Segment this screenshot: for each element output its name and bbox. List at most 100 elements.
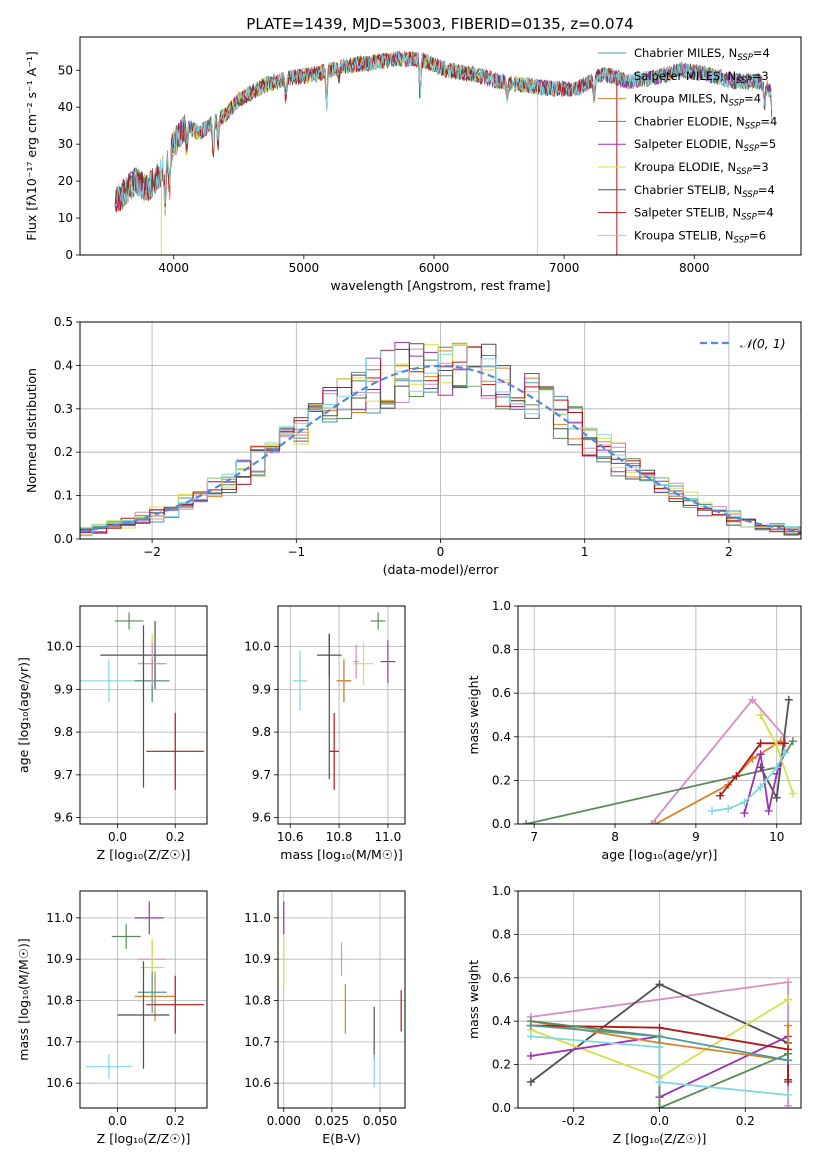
weight-marker xyxy=(772,793,781,802)
y-tick-label: 10.0 xyxy=(244,640,271,654)
x-tick-label: 10.8 xyxy=(326,830,353,844)
axes-frame xyxy=(277,890,406,1109)
errorbar-point xyxy=(146,712,205,790)
panel-age_vs_mass: 10.6 10.8 11.0 9.6 9.7 9.8 9.9 10.0 mass [log₁₀(… xyxy=(244,605,406,862)
y-tick-label: 10.6 xyxy=(46,1076,73,1090)
panel-mass_vs_ebv: 0.000 0.025 0.050 10.6 10.7 10.8 10.9 11.0 E(B-V… xyxy=(244,890,406,1146)
y-tick-label: 1.0 xyxy=(492,884,511,898)
panel-age_vs_Z: 0.0 0.2 9.6 9.7 9.8 9.9 10.0 Z [log₁₀(Z/Z☉)] age… xyxy=(16,605,208,862)
spectrum-line-kroupa-stelib xyxy=(114,52,773,209)
x-axis-label: Z [log₁₀(Z/Z☉)] xyxy=(97,847,191,862)
errorbar-point xyxy=(292,650,308,711)
y-tick-label: 10.8 xyxy=(46,994,73,1008)
weight-marker xyxy=(724,804,733,813)
weight-line-salpeter-stelib xyxy=(530,1024,789,1080)
y-axis-label: Flux [fλ10⁻¹⁷ erg cm⁻² s⁻¹ A⁻¹] xyxy=(24,51,39,240)
weight-line-kroupa-miles xyxy=(530,1020,789,1062)
x-tick-label: 9 xyxy=(692,830,700,844)
weight-marker xyxy=(756,739,765,748)
weight-marker xyxy=(647,820,656,824)
weight-marker xyxy=(784,695,793,704)
weight-marker xyxy=(655,980,664,989)
plot-area xyxy=(114,50,773,255)
weight-marker xyxy=(655,1043,664,1052)
errorbar-point xyxy=(336,659,352,703)
weight-marker xyxy=(740,809,749,818)
x-tick-label: 0.0 xyxy=(650,1114,669,1128)
panel-weight_vs_age: 7 8 9 10 0.0 0.2 0.4 0.6 0.8 1.0 age [log₁₀(age/yr… xyxy=(466,599,802,862)
errorbar-point xyxy=(137,642,167,686)
x-tick-label: 7 xyxy=(530,830,538,844)
errorbar-point xyxy=(329,712,340,790)
y-tick-label: 40 xyxy=(58,100,73,114)
x-tick-label: 6000 xyxy=(419,261,450,275)
y-tick-label: 0.2 xyxy=(54,445,73,459)
y-tick-label: 0.4 xyxy=(492,1014,511,1028)
weight-marker xyxy=(756,750,765,759)
ticks: 7 8 9 10 0.0 0.2 0.4 0.6 0.8 1.0 xyxy=(492,599,784,844)
ticks: 4000 5000 6000 7000 8000 0 10 20 30 40 50 xyxy=(58,63,710,275)
legend-entry: Kroupa MILES, NSSP=4 xyxy=(634,92,761,109)
y-axis-label: mass [log₁₀(M/M☉)] xyxy=(16,938,31,1060)
y-tick-label: 30 xyxy=(58,137,73,151)
y-tick-label: 9.7 xyxy=(252,768,271,782)
plot-area xyxy=(526,978,793,1108)
axes-frame xyxy=(277,605,406,825)
weight-marker xyxy=(780,748,789,757)
y-tick-label: 10 xyxy=(58,211,73,225)
y-tick-label: 10.0 xyxy=(46,640,73,654)
y-tick-label: 10.6 xyxy=(244,1076,271,1090)
x-axis-label: age [log₁₀(age/yr)] xyxy=(602,847,718,862)
y-tick-label: 11.0 xyxy=(46,911,73,925)
axes-frame xyxy=(79,321,802,540)
ticks: 0.000 0.025 0.050 10.6 10.7 10.8 10.9 11.0 xyxy=(244,911,397,1128)
weight-marker xyxy=(780,739,789,748)
weight-marker xyxy=(772,741,781,750)
axes-frame xyxy=(79,605,208,825)
errorbar-point xyxy=(380,640,396,683)
errorbar-point xyxy=(114,612,144,630)
axes-frame xyxy=(79,36,802,256)
x-tick-label: 0.0 xyxy=(108,830,127,844)
y-tick-label: 0.1 xyxy=(54,489,73,503)
weight-marker xyxy=(655,1104,664,1108)
legend-entry: Chabrier MILES, NSSP=4 xyxy=(634,46,770,63)
weight-marker xyxy=(740,798,749,807)
weight-marker xyxy=(784,995,793,1004)
ticks: −2 −1 0 1 2 0.0 0.1 0.2 0.3 0.4 0.5 xyxy=(54,315,733,559)
weight-marker xyxy=(784,1056,793,1065)
y-tick-label: 10.8 xyxy=(244,994,271,1008)
x-tick-label: 4000 xyxy=(158,261,189,275)
ticks: 0.0 0.2 10.6 10.7 10.8 10.9 11.0 xyxy=(46,911,185,1128)
y-axis-label: mass weight xyxy=(466,960,481,1039)
y-tick-label: 0.2 xyxy=(492,773,511,787)
legend-entry: Salpeter MILES, NSSP=3 xyxy=(634,69,769,86)
grid xyxy=(278,606,405,824)
y-tick-label: 0.0 xyxy=(54,532,73,546)
axes-frame xyxy=(517,605,802,825)
errorbar-point xyxy=(353,644,359,679)
y-tick-label: 0.3 xyxy=(54,402,73,416)
plot-area xyxy=(283,901,402,1088)
legend-entry: Kroupa STELIB, NSSP=6 xyxy=(634,228,766,245)
x-axis-label: wavelength [Angstrom, rest frame] xyxy=(330,278,550,293)
y-tick-label: 0 xyxy=(65,248,73,262)
y-tick-label: 11.0 xyxy=(244,911,271,925)
y-tick-label: 10.9 xyxy=(244,952,271,966)
x-axis-label: mass [log₁₀(M/M☉)] xyxy=(280,847,402,862)
y-tick-label: 0.8 xyxy=(492,643,511,657)
x-axis-label: Z [log₁₀(Z/Z☉)] xyxy=(97,1131,191,1146)
x-tick-label: 0.0 xyxy=(108,1114,127,1128)
weight-marker xyxy=(784,1075,793,1084)
x-tick-label: 5000 xyxy=(289,261,320,275)
weight-marker xyxy=(784,1101,793,1108)
plot-area xyxy=(292,612,396,790)
plot-area xyxy=(522,695,797,824)
y-axis-label: Normed distribution xyxy=(24,368,39,493)
weight-line-kroupa-stelib xyxy=(530,1035,789,1096)
axes-frame xyxy=(79,890,208,1109)
spectrum-legend: Chabrier MILES, NSSP=4 Salpeter MILES, NS… xyxy=(598,46,777,245)
weight-line-salpeter-miles xyxy=(650,698,786,824)
errorbar-point xyxy=(100,620,207,690)
